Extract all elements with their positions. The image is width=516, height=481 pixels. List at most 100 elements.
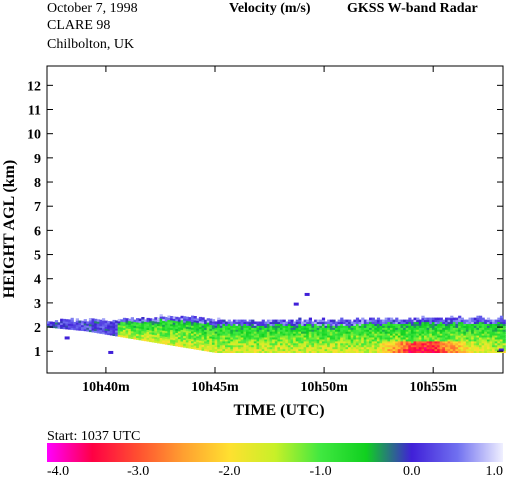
heatmap-cell bbox=[371, 346, 375, 350]
heatmap-cell bbox=[447, 323, 451, 326]
heatmap-cell bbox=[67, 327, 72, 330]
heatmap-cell bbox=[319, 344, 323, 348]
heatmap-cell bbox=[437, 329, 441, 332]
heatmap-cell bbox=[374, 348, 378, 352]
heatmap-cell bbox=[479, 338, 483, 342]
heatmap-cell bbox=[324, 329, 328, 332]
heatmap-cell bbox=[481, 346, 485, 350]
heatmap-cell bbox=[280, 344, 284, 348]
heatmap-cell bbox=[442, 323, 446, 326]
heatmap-cell bbox=[112, 333, 116, 336]
heatmap-cell bbox=[222, 331, 226, 334]
heatmap-cell bbox=[439, 333, 443, 336]
heatmap-cell bbox=[382, 340, 386, 344]
heatmap-cell bbox=[324, 333, 328, 336]
y-tick-label: 6 bbox=[34, 224, 41, 239]
heatmap-cell bbox=[99, 323, 103, 327]
heatmap-cell bbox=[191, 323, 195, 326]
heatmap-cell bbox=[183, 335, 187, 339]
heatmap-cell bbox=[408, 327, 412, 330]
heatmap-cell bbox=[91, 318, 95, 321]
heatmap-cell bbox=[157, 331, 161, 334]
heatmap-cell bbox=[369, 350, 373, 353]
heatmap-cell bbox=[395, 317, 399, 321]
heatmap-cell bbox=[170, 337, 174, 340]
heatmap-cell bbox=[73, 327, 77, 331]
heatmap-cell bbox=[337, 338, 341, 342]
heatmap-cell bbox=[452, 340, 456, 344]
heatmap-cell bbox=[431, 331, 436, 334]
heatmap-cell bbox=[287, 346, 292, 350]
heatmap-cell bbox=[183, 318, 187, 321]
heatmap-cell bbox=[227, 321, 231, 324]
heatmap-cell bbox=[253, 344, 257, 348]
heatmap-cell bbox=[253, 333, 257, 336]
heatmap-cell bbox=[455, 331, 459, 334]
heatmap-cell bbox=[133, 325, 137, 328]
heatmap-cell bbox=[259, 337, 263, 340]
heatmap-cell bbox=[243, 331, 247, 334]
heatmap-cell bbox=[499, 319, 504, 323]
heatmap-cell bbox=[198, 330, 203, 333]
heatmap-cell bbox=[479, 321, 483, 324]
heatmap-cell bbox=[458, 348, 462, 352]
heatmap-cell bbox=[445, 338, 449, 342]
heatmap-cell bbox=[376, 317, 381, 321]
heatmap-cell bbox=[130, 324, 134, 328]
heatmap-cell bbox=[151, 326, 155, 329]
heatmap-cell bbox=[227, 319, 231, 323]
heatmap-cell bbox=[400, 348, 404, 352]
heatmap-cell bbox=[253, 346, 257, 350]
heatmap-cell bbox=[248, 342, 252, 346]
heatmap-cell bbox=[421, 335, 425, 338]
heatmap-cell bbox=[434, 321, 438, 324]
heatmap-cell bbox=[502, 348, 506, 352]
heatmap-cell bbox=[185, 332, 189, 335]
heatmap-cell bbox=[230, 333, 234, 336]
heatmap-cell bbox=[248, 350, 252, 353]
heatmap-cell bbox=[392, 323, 396, 326]
heatmap-cell bbox=[311, 321, 315, 324]
heatmap-cell bbox=[390, 329, 394, 332]
heatmap-cell bbox=[280, 342, 284, 346]
heatmap-cell bbox=[345, 344, 349, 348]
heatmap-cell bbox=[180, 319, 184, 323]
heatmap-cell bbox=[280, 331, 284, 334]
heatmap-cell bbox=[159, 337, 163, 340]
heatmap-cell bbox=[157, 323, 161, 326]
heatmap-cell bbox=[426, 346, 430, 350]
heatmap-cell bbox=[379, 331, 383, 334]
heatmap-cell bbox=[287, 327, 292, 330]
heatmap-cell bbox=[384, 346, 388, 350]
heatmap-cell bbox=[452, 342, 456, 346]
heatmap-cell bbox=[238, 340, 242, 344]
heatmap-cell bbox=[471, 337, 475, 340]
heatmap-cell bbox=[468, 321, 472, 324]
heatmap-cell bbox=[369, 335, 373, 338]
heatmap-cell bbox=[164, 336, 168, 339]
x-axis-ticks: 10h40m 10h45m 10h50m 10h55m bbox=[82, 66, 457, 395]
heatmap-cell bbox=[62, 326, 66, 330]
heatmap-cell bbox=[410, 321, 415, 324]
heatmap-cell bbox=[465, 340, 470, 344]
heatmap-cell bbox=[335, 346, 339, 350]
heatmap-cell bbox=[238, 325, 242, 328]
heatmap-cell bbox=[175, 326, 179, 329]
heatmap-cell bbox=[298, 333, 302, 336]
heatmap-cell bbox=[405, 342, 409, 346]
heatmap-cell bbox=[345, 338, 349, 342]
heatmap-cell bbox=[269, 340, 273, 344]
heatmap-cell bbox=[253, 331, 257, 334]
heatmap-cell bbox=[499, 315, 504, 319]
heatmap-cell bbox=[437, 321, 441, 324]
heatmap-cell bbox=[460, 348, 464, 352]
heatmap-cell bbox=[198, 320, 203, 324]
heatmap-cell bbox=[243, 344, 247, 348]
heatmap-cell bbox=[400, 342, 404, 346]
heatmap-cell bbox=[429, 348, 433, 352]
heatmap-cell bbox=[311, 338, 315, 342]
heatmap-cell bbox=[473, 335, 477, 338]
heatmap-cell bbox=[193, 333, 197, 336]
heatmap-cell bbox=[243, 329, 247, 332]
